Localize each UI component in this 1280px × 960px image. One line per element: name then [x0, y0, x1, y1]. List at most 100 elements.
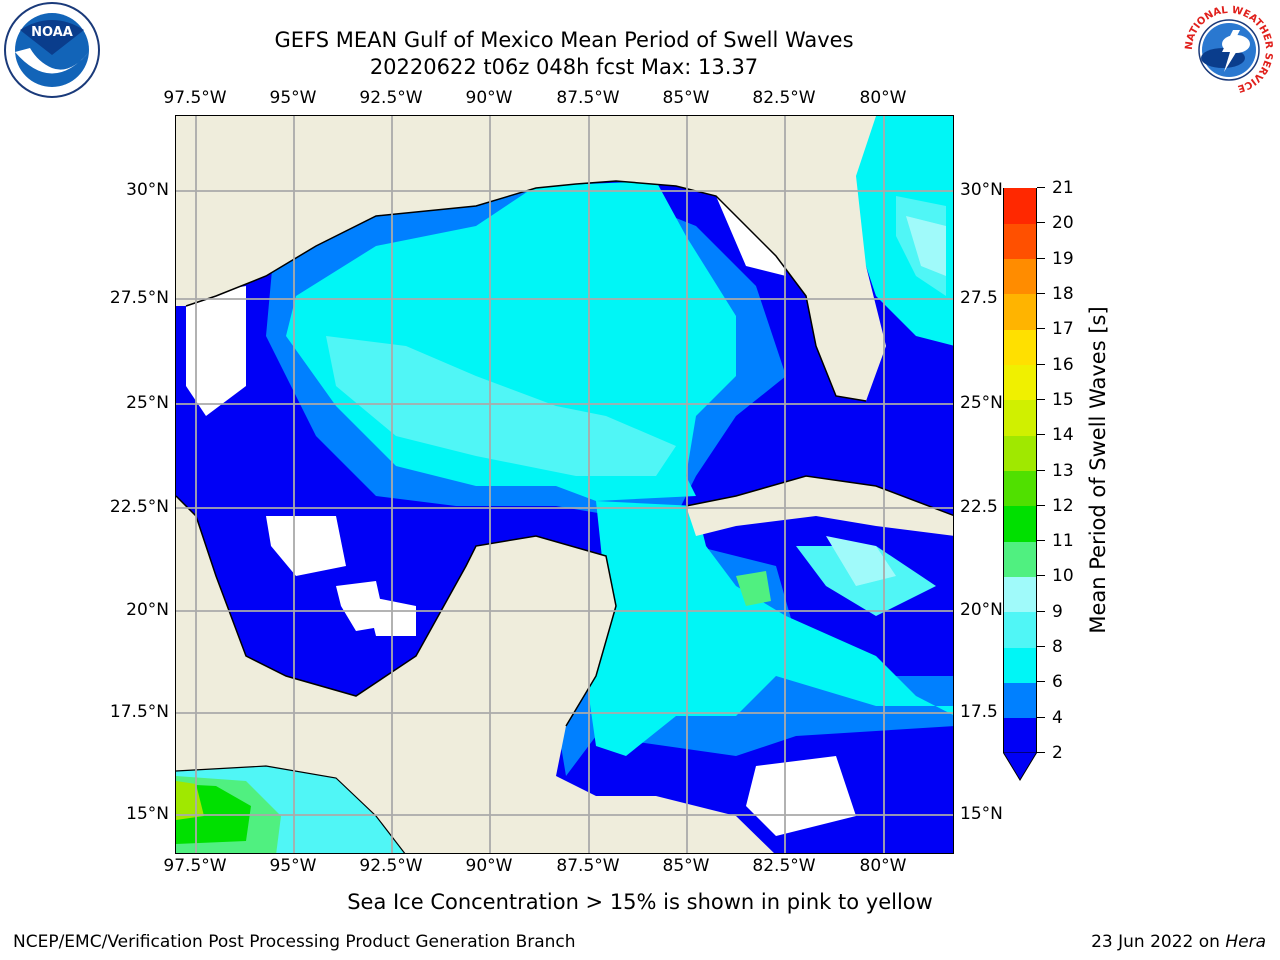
- colorbar-tick: [1037, 398, 1045, 400]
- colorbar-segment: [1004, 293, 1036, 330]
- top-lon-label: 92.5°W: [359, 88, 423, 108]
- colorbar-tick-label: 20: [1052, 213, 1074, 234]
- colorbar-segment: [1004, 435, 1036, 471]
- colorbar-segment: [1004, 576, 1036, 613]
- sea-ice-note: Sea Ice Concentration > 15% is shown in …: [347, 890, 933, 914]
- colorbar-segment: [1004, 505, 1036, 542]
- period-band-9: [906, 216, 946, 276]
- top-lon-label: 82.5°W: [752, 88, 816, 108]
- colorbar-tick-label: 11: [1052, 531, 1074, 552]
- top-lon-label: 87.5°W: [556, 88, 620, 108]
- right-lat-label: 27.5: [960, 288, 998, 308]
- no-data-area: [746, 756, 856, 836]
- colorbar-tick-label: 21: [1052, 178, 1074, 198]
- colorbar-tick: [1037, 257, 1045, 259]
- date-host: Hera: [1225, 932, 1266, 952]
- colorbar-tick: [1037, 363, 1045, 365]
- colorbar-tick-label: 9: [1052, 601, 1063, 622]
- chart-subtitle: 20220622 t06z 048h fcst Max: 13.37: [369, 55, 759, 79]
- bottom-lon-label: 97.5°W: [163, 856, 227, 876]
- left-lat-label: 17.5°N: [109, 702, 169, 722]
- right-lat-label: 22.5: [960, 497, 998, 517]
- coastline: [185, 180, 867, 402]
- colorbar-segment: [1004, 364, 1036, 401]
- colorbar-tick: [1037, 681, 1045, 683]
- no-data-area: [366, 596, 416, 636]
- colorbar-segment: [1004, 647, 1036, 683]
- colorbar-segment: [1004, 188, 1036, 224]
- colorbar: [1003, 188, 1037, 754]
- colorbar-tick-label: 12: [1052, 495, 1074, 516]
- colorbar-tick-label: 2: [1052, 743, 1063, 763]
- right-lat-label: 17.5: [960, 702, 998, 722]
- colorbar-tick: [1037, 187, 1045, 188]
- colorbar-tick: [1037, 540, 1045, 542]
- left-lat-label: 20°N: [126, 600, 169, 620]
- colorbar-segment: [1004, 399, 1036, 436]
- colorbar-segment: [1004, 223, 1036, 260]
- colorbar-tick-label: 17: [1052, 319, 1074, 340]
- colorbar-tick-label: 4: [1052, 707, 1063, 728]
- left-lat-label: 15°N: [126, 804, 169, 824]
- colorbar-segment: [1004, 611, 1036, 648]
- top-lon-label: 90°W: [465, 88, 513, 108]
- left-lat-label: 22.5°N: [109, 497, 169, 517]
- bottom-lon-label: 85°W: [662, 856, 710, 876]
- no-data-area: [266, 516, 346, 576]
- bottom-lon-label: 87.5°W: [556, 856, 620, 876]
- date-text: 23 Jun 2022 on: [1091, 932, 1226, 952]
- right-lat-label: 30°N: [960, 180, 1003, 200]
- colorbar-tick: [1037, 434, 1045, 436]
- period-band-6: [836, 116, 953, 346]
- colorbar-segment: [1004, 682, 1036, 719]
- left-lat-label: 27.5°N: [109, 288, 169, 308]
- colorbar-tick-label: 19: [1052, 248, 1074, 269]
- colorbar-segment: [1004, 258, 1036, 295]
- top-lon-label: 95°W: [269, 88, 317, 108]
- colorbar-tick: [1037, 328, 1045, 330]
- colorbar-tick: [1037, 646, 1045, 648]
- colorbar-extend-arrow: [1003, 752, 1037, 781]
- colorbar-title: Mean Period of Swell Waves [s]: [1086, 306, 1110, 634]
- nws-logo: NATIONAL WEATHER SERVICE: [1178, 0, 1280, 104]
- left-lat-label: 30°N: [126, 180, 169, 200]
- no-data-area: [186, 286, 246, 416]
- colorbar-tick: [1037, 292, 1045, 294]
- right-lat-label: 20°N: [960, 600, 1003, 620]
- top-lon-label: 85°W: [662, 88, 710, 108]
- coastline: [176, 765, 406, 853]
- land-cuba: [686, 476, 953, 536]
- swell-period-field: [176, 116, 953, 853]
- period-band-10: [736, 571, 771, 606]
- colorbar-segment: [1004, 329, 1036, 366]
- colorbar-segment: [1004, 541, 1036, 577]
- colorbar-tick-label: 15: [1052, 389, 1074, 410]
- colorbar-tick-label: 8: [1052, 637, 1063, 658]
- credit-line: NCEP/EMC/Verification Post Processing Pr…: [13, 932, 576, 952]
- coastline: [685, 475, 953, 517]
- bottom-lon-label: 82.5°W: [752, 856, 816, 876]
- left-lat-label: 25°N: [126, 393, 169, 413]
- map-panel: [175, 115, 954, 854]
- right-lat-label: 15°N: [960, 804, 1003, 824]
- colorbar-tick: [1037, 575, 1045, 577]
- bottom-lon-label: 90°W: [465, 856, 513, 876]
- colorbar-tick: [1037, 610, 1045, 612]
- date-line: 23 Jun 2022 on Hera: [1091, 932, 1266, 952]
- right-lat-label: 25°N: [960, 393, 1003, 413]
- colorbar-tick-label: 16: [1052, 354, 1074, 375]
- colorbar-tick-label: 6: [1052, 672, 1063, 693]
- colorbar-tick-label: 10: [1052, 566, 1074, 587]
- colorbar-segment: [1004, 470, 1036, 507]
- chart-title: GEFS MEAN Gulf of Mexico Mean Period of …: [274, 28, 854, 52]
- colorbar-tick-label: 13: [1052, 460, 1074, 481]
- bottom-lon-label: 95°W: [269, 856, 317, 876]
- colorbar-tick-label: 14: [1052, 425, 1074, 446]
- colorbar-tick-label: 18: [1052, 283, 1074, 304]
- colorbar-tick: [1037, 504, 1045, 506]
- colorbar-tick: [1037, 469, 1045, 471]
- graticule: [176, 116, 953, 853]
- pacific-swell-yellow: [176, 781, 204, 820]
- top-lon-label: 97.5°W: [163, 88, 227, 108]
- bottom-lon-label: 80°W: [859, 856, 907, 876]
